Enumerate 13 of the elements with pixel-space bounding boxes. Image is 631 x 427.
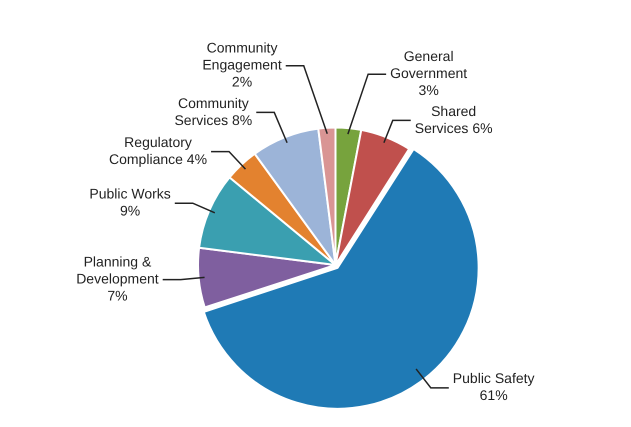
slice-label: Public Safety (452, 370, 535, 386)
slice-label: Public Works (89, 186, 171, 202)
slice-label: Shared Services 6% (414, 102, 493, 136)
slice-label: Regulatory Compliance 4% (109, 134, 208, 168)
data-label: 61% (480, 387, 508, 404)
slice-label: Community Services 8% (174, 94, 252, 128)
slice-label: Planning & Development (76, 253, 159, 286)
data-label: 2% (232, 74, 252, 90)
slice-label: General Government (390, 48, 468, 82)
slice-label: Community Engagement (202, 40, 282, 73)
data-label: 7% (107, 287, 128, 304)
data-label: 9% (120, 202, 140, 219)
data-label: 3% (418, 82, 439, 98)
